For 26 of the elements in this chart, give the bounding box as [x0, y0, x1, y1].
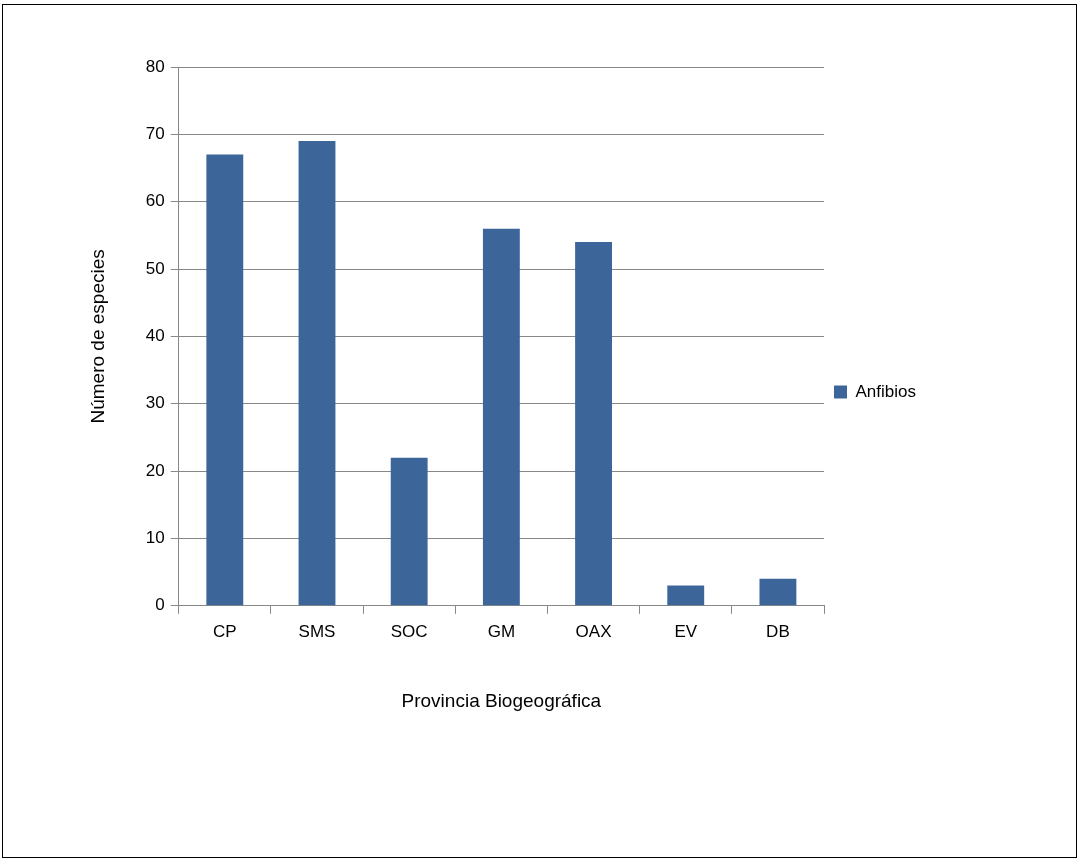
y-tick-label: 30 — [145, 393, 165, 413]
bar — [575, 242, 612, 606]
x-tick-label: DB — [766, 621, 790, 641]
y-tick-label: 40 — [145, 326, 165, 346]
y-tick-label: 60 — [145, 191, 165, 211]
bar — [759, 578, 797, 606]
x-axis-title: Provincia Biogeográfica — [401, 689, 602, 711]
x-tick-label: EV — [674, 621, 698, 641]
bar — [482, 228, 520, 606]
y-tick-label: 70 — [145, 124, 165, 144]
x-tick-label: CP — [212, 621, 237, 641]
bar — [206, 154, 244, 606]
x-tick-label: GM — [487, 621, 516, 641]
x-tick-label: SOC — [390, 621, 428, 641]
y-tick-label: 80 — [145, 56, 165, 76]
y-tick-label: 50 — [145, 258, 165, 278]
x-tick-label: OAX — [575, 621, 612, 641]
y-tick-label: 0 — [155, 595, 165, 615]
x-tick-label: SMS — [298, 621, 336, 641]
legend-label: Anfibios — [855, 381, 916, 401]
bar — [298, 141, 336, 606]
y-tick-label: 20 — [145, 460, 165, 480]
bar — [390, 457, 428, 606]
y-axis-title: Número de especies — [86, 249, 108, 424]
bar — [667, 585, 705, 606]
y-tick-label: 10 — [145, 528, 165, 548]
